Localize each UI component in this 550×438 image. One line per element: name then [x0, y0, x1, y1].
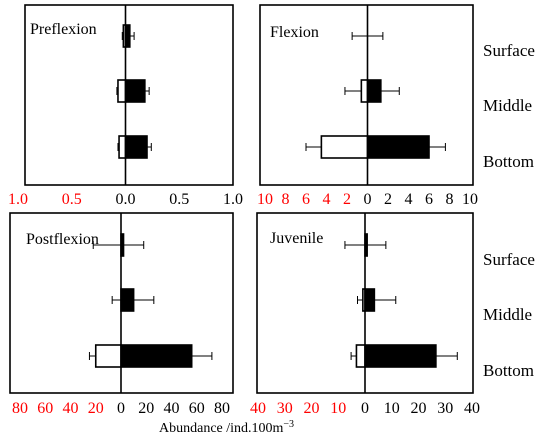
x-tick-label: 0.5	[169, 191, 189, 208]
bar-open-middle	[117, 79, 127, 103]
x-tick-label: 10	[462, 191, 478, 208]
bar-filled-bottom	[366, 135, 430, 159]
error-bar	[133, 296, 155, 304]
error-bar	[435, 352, 458, 360]
x-tick-label: 60	[37, 400, 53, 417]
error-bar	[144, 87, 150, 95]
x-tick-label: 0	[361, 400, 369, 417]
panel-frame	[24, 4, 234, 186]
panel-juvenile: 40 30 20 10 0 10 20 30 40 Juvenile	[250, 212, 480, 417]
panel-frame	[259, 4, 474, 186]
panel-postflexion: 80 60 40 20 0 20 40 60 80 Postflexion	[9, 212, 234, 417]
error-bar	[351, 32, 368, 40]
x-tick-label: 20	[304, 400, 320, 417]
error-bar	[117, 143, 120, 151]
panel-title: Preflexion	[30, 21, 97, 38]
x-tick-label: 20	[411, 400, 427, 417]
x-tick-label: 2	[384, 191, 392, 208]
error-bar	[357, 296, 363, 304]
bar-open-bottom	[320, 135, 369, 159]
depth-label-middle: Middle	[483, 96, 532, 115]
bar-filled-bottom	[120, 344, 193, 368]
error-bar	[147, 143, 152, 151]
bar-filled-bottom	[124, 135, 148, 159]
error-bar	[429, 143, 446, 151]
x-tick-label: 4	[323, 191, 331, 208]
x-tick-label: 20	[138, 400, 154, 417]
bar-filled-surface	[120, 233, 125, 257]
bar-filled-bottom	[364, 344, 437, 368]
x-tick-label: 8	[282, 191, 290, 208]
error-bar	[111, 296, 121, 304]
bar-open-bottom	[94, 344, 122, 368]
x-tick-label: 0	[364, 191, 372, 208]
error-bar	[367, 241, 387, 249]
depth-label-bottom: Bottom	[483, 361, 534, 380]
bar-filled-middle	[124, 79, 146, 103]
x-tick-label: 0.5	[62, 191, 82, 208]
x-tick-label: 10	[384, 400, 400, 417]
error-bar	[374, 296, 397, 304]
x-tick-label: 0	[117, 400, 125, 417]
x-tick-label: 0.0	[116, 191, 136, 208]
x-tick-label: 60	[189, 400, 205, 417]
x-tick-label: 1.0	[223, 191, 243, 208]
error-bar	[380, 87, 400, 95]
x-tick-label: 80	[214, 400, 230, 417]
depth-label-surface: Surface	[483, 41, 535, 60]
x-axis-title: Abundance /ind.100m−3	[159, 419, 294, 436]
x-tick-label: 20	[88, 400, 104, 417]
depth-label-surface: Surface	[483, 250, 535, 269]
panel-title: Juvenile	[270, 230, 323, 247]
bar-filled-surface	[364, 233, 368, 257]
error-bar	[129, 32, 135, 40]
x-tick-label: 10	[257, 191, 273, 208]
bar-filled-middle	[366, 79, 382, 103]
error-bar	[92, 241, 121, 249]
error-bar	[123, 241, 145, 249]
error-bar	[116, 87, 118, 95]
error-bar	[367, 32, 384, 40]
error-bar	[88, 352, 96, 360]
error-bar	[305, 143, 322, 151]
bar-filled-surface	[124, 24, 131, 48]
depth-label-bottom: Bottom	[483, 152, 534, 171]
x-tick-label: 6	[302, 191, 310, 208]
x-tick-label: 10	[330, 400, 346, 417]
bar-open-middle	[360, 79, 369, 103]
x-tick-label: 80	[12, 400, 28, 417]
x-tick-label: 40	[164, 400, 180, 417]
x-tick-label: 30	[277, 400, 293, 417]
error-bar	[344, 241, 365, 249]
x-tick-label: 40	[464, 400, 480, 417]
x-tick-label: 4	[405, 191, 413, 208]
error-bar	[191, 352, 213, 360]
x-tick-label: 40	[63, 400, 79, 417]
panel-title: Postflexion	[26, 231, 99, 248]
bar-open-bottom	[118, 135, 127, 159]
x-tick-label: 40	[250, 400, 266, 417]
panel-title: Flexion	[270, 24, 319, 41]
error-bar	[121, 32, 124, 40]
x-tick-label: 1.0	[8, 191, 28, 208]
depth-label-middle: Middle	[483, 305, 532, 324]
x-tick-label: 30	[437, 400, 453, 417]
x-tick-label: 8	[446, 191, 454, 208]
x-tick-label: 2	[343, 191, 351, 208]
x-tick-label: 6	[425, 191, 433, 208]
bar-filled-middle	[364, 288, 376, 312]
bar-filled-middle	[120, 288, 135, 312]
panel-preflexion: 1.0 0.5 0.0 0.5 1.0 Preflexion	[8, 4, 243, 208]
error-bar	[344, 87, 362, 95]
bar-open-bottom	[355, 344, 366, 368]
error-bar	[350, 352, 357, 360]
